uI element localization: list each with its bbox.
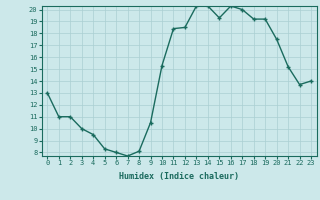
X-axis label: Humidex (Indice chaleur): Humidex (Indice chaleur) bbox=[119, 172, 239, 181]
